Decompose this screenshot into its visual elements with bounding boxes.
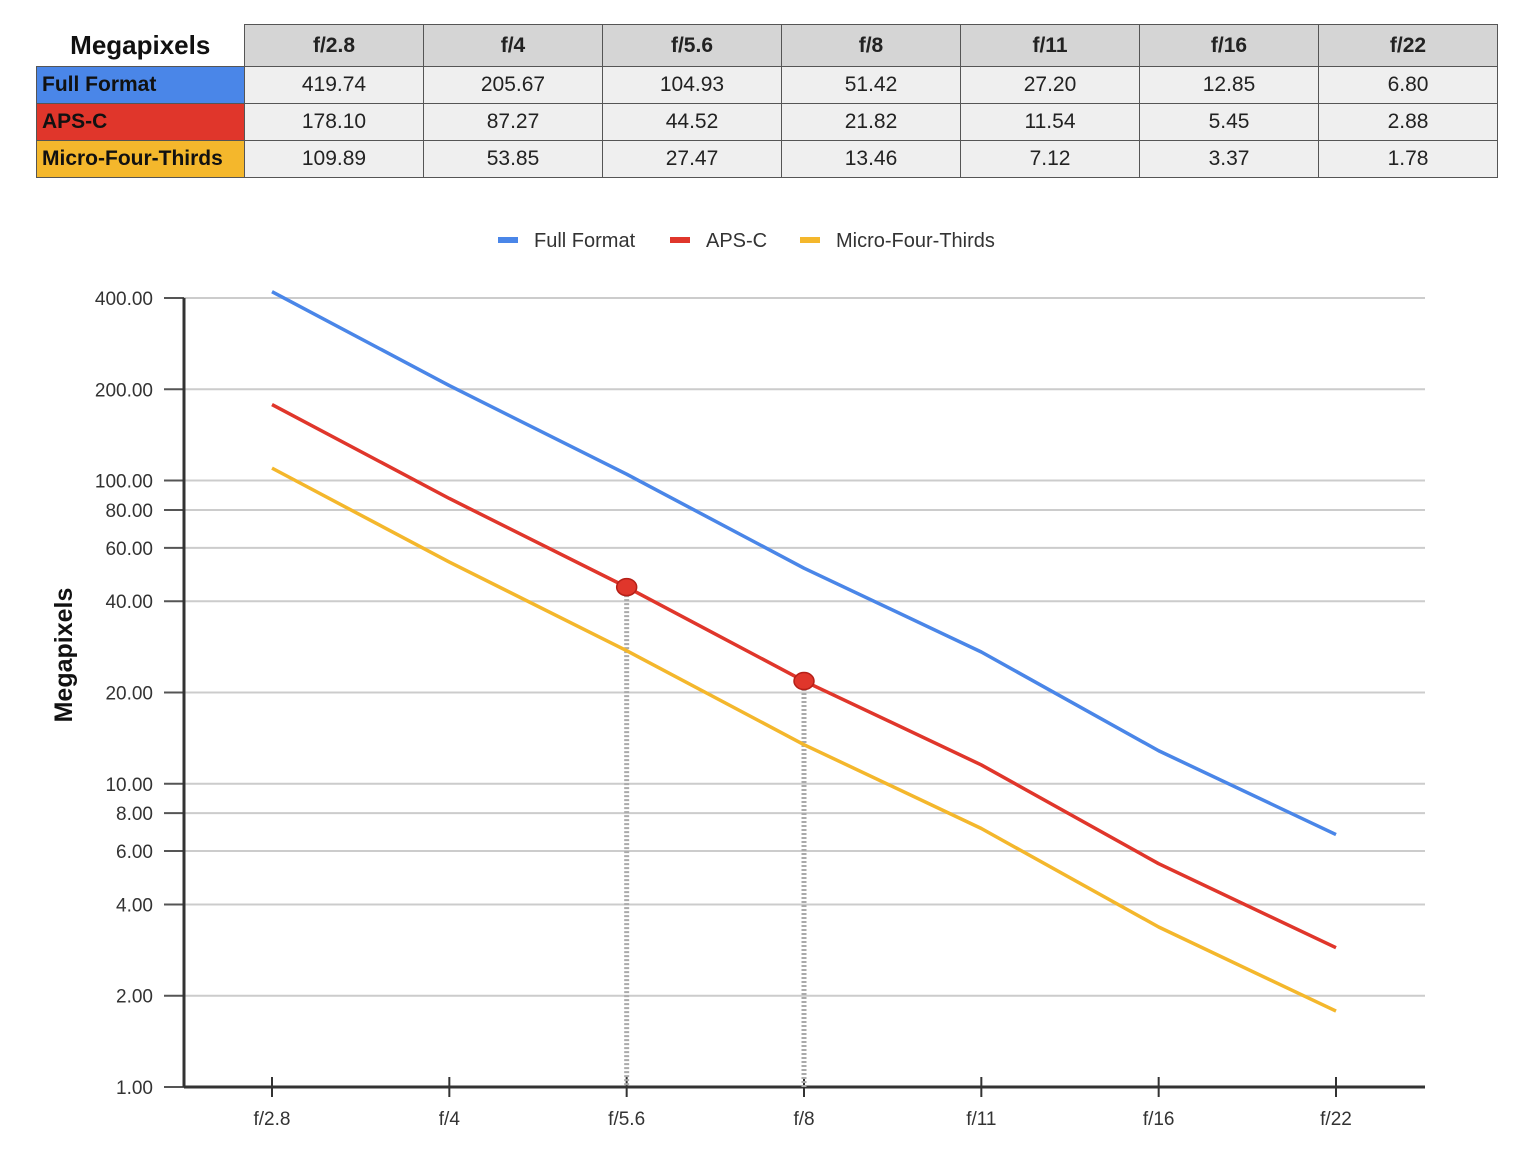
table-header-row: Megapixels f/2.8 f/4 f/5.6 f/8 f/11 f/16 f/22 <box>36 24 1498 67</box>
table-cell: 27.20 <box>960 66 1140 104</box>
table-column-header: f/5.6 <box>602 24 782 67</box>
series-line <box>271 466 1337 1013</box>
table-row-label: Micro-Four-Thirds <box>36 140 245 178</box>
highlight-markers <box>615 577 815 691</box>
table-cell: 205.67 <box>423 66 603 104</box>
x-tick-label: f/2.8 <box>254 1109 291 1130</box>
table-row: Full Format 419.74 205.67 104.93 51.42 27.20 1… <box>36 66 1498 104</box>
table-cell: 109.89 <box>244 140 424 178</box>
table-cell: 3.37 <box>1139 140 1319 178</box>
x-tick-label: f/8 <box>793 1109 814 1130</box>
y-tick-label: 60.00 <box>105 539 153 560</box>
chart-legend: Full Format APS-C Micro-Four-Thirds <box>498 230 995 252</box>
table-row-label: Full Format <box>36 66 245 104</box>
table-column-header: f/16 <box>1139 24 1319 67</box>
legend-label: Micro-Four-Thirds <box>836 230 995 252</box>
series-line <box>271 290 1337 837</box>
y-tick-label: 6.00 <box>116 842 153 863</box>
table-cell: 51.42 <box>781 66 961 104</box>
table-column-header: f/11 <box>960 24 1140 67</box>
table-cell: 178.10 <box>244 103 424 141</box>
y-tick-label: 2.00 <box>116 987 153 1008</box>
x-tick-label: f/5.6 <box>608 1109 645 1130</box>
table-row-label: APS-C <box>36 103 245 141</box>
y-tick-label: 1.00 <box>116 1078 153 1099</box>
table-row: APS-C 178.10 87.27 44.52 21.82 11.54 5.45 2.88 <box>36 103 1498 141</box>
table-cell: 2.88 <box>1318 103 1498 141</box>
x-axis-ticks: f/2.8 f/4 f/5.6 f/8 f/11 f/16 f/22 <box>254 1077 1352 1130</box>
table-cell: 5.45 <box>1139 103 1319 141</box>
megapixels-table: Megapixels f/2.8 f/4 f/5.6 f/8 f/11 f/16 f/22 … <box>36 24 1498 178</box>
y-tick-label: 100.00 <box>95 472 153 493</box>
highlight-droplines <box>624 587 807 1087</box>
legend-swatch <box>498 237 518 243</box>
y-axis-ticks: 1.00 2.00 4.00 6.00 8.00 10.00 20.00 40.00 60.00… <box>95 289 184 1099</box>
table-cell: 6.80 <box>1318 66 1498 104</box>
legend-label: Full Format <box>534 230 636 252</box>
table-row: Micro-Four-Thirds 109.89 53.85 27.47 13.46 7.… <box>36 140 1498 178</box>
gridlines <box>184 297 1425 997</box>
y-tick-label: 8.00 <box>116 804 153 825</box>
highlight-marker <box>615 577 638 597</box>
table-cell: 7.12 <box>960 140 1140 178</box>
table-cell: 27.47 <box>602 140 782 178</box>
table-corner-label: Megapixels <box>36 24 245 67</box>
legend-label: APS-C <box>706 230 767 252</box>
y-axis-title: Megapixels <box>50 588 78 723</box>
table-column-header: f/4 <box>423 24 603 67</box>
legend-swatch <box>800 237 820 243</box>
y-tick-label: 80.00 <box>105 501 153 522</box>
x-tick-label: f/16 <box>1143 1109 1175 1130</box>
table-cell: 87.27 <box>423 103 603 141</box>
table-column-header: f/22 <box>1318 24 1498 67</box>
y-tick-label: 40.00 <box>105 592 153 613</box>
table-cell: 419.74 <box>244 66 424 104</box>
y-tick-label: 20.00 <box>105 684 153 705</box>
highlight-marker <box>793 671 815 691</box>
y-tick-label: 4.00 <box>116 895 153 916</box>
x-tick-label: f/4 <box>439 1109 461 1130</box>
table-cell: 44.52 <box>602 103 782 141</box>
table-cell: 21.82 <box>781 103 961 141</box>
megapixels-table-container: Megapixels f/2.8 f/4 f/5.6 f/8 f/11 f/16 f/22 … <box>36 24 1498 178</box>
table-column-header: f/8 <box>781 24 961 67</box>
y-tick-label: 200.00 <box>95 380 153 401</box>
x-tick-label: f/22 <box>1320 1109 1352 1130</box>
table-cell: 11.54 <box>960 103 1140 141</box>
legend-swatch <box>670 237 690 243</box>
table-cell: 1.78 <box>1318 140 1498 178</box>
table-cell: 13.46 <box>781 140 961 178</box>
table-cell: 12.85 <box>1139 66 1319 104</box>
table-column-header: f/2.8 <box>244 24 424 67</box>
x-tick-label: f/11 <box>966 1109 996 1130</box>
y-tick-label: 400.00 <box>95 289 153 310</box>
table-cell: 53.85 <box>423 140 603 178</box>
table-cell: 104.93 <box>602 66 782 104</box>
series-lines <box>271 290 1337 1013</box>
y-tick-label: 10.00 <box>105 775 153 796</box>
table-body: Full Format 419.74 205.67 104.93 51.42 27.20 1… <box>36 66 1498 178</box>
